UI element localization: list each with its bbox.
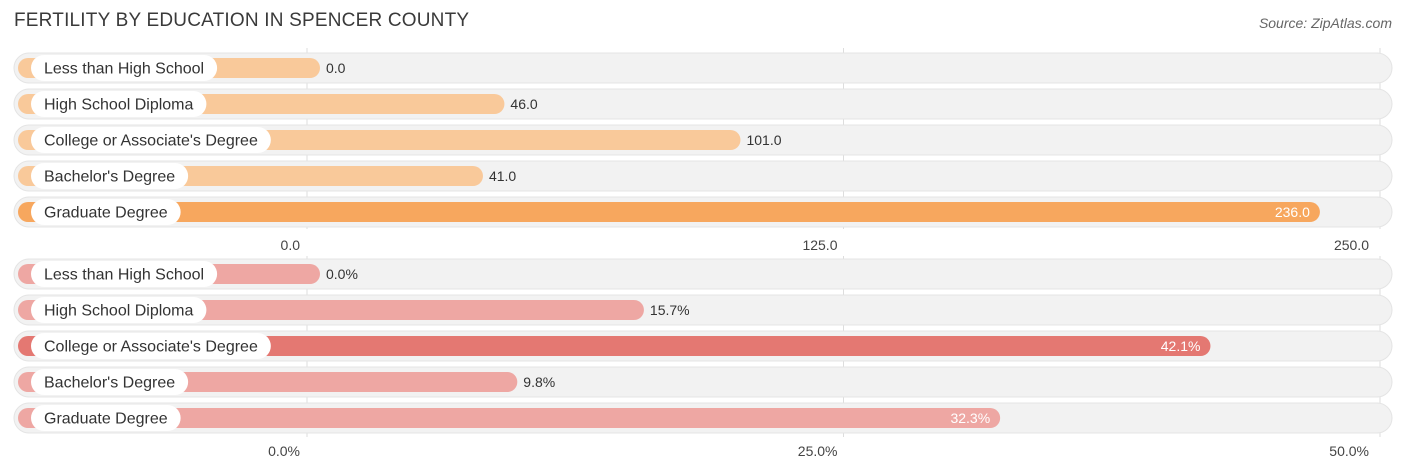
tick-label: 0.0%: [268, 443, 300, 459]
category-pill: [31, 369, 189, 395]
value-label: 101.0: [746, 132, 781, 148]
value-label: 0.0: [326, 60, 346, 76]
category-pill: [31, 405, 181, 431]
chart-title: FERTILITY BY EDUCATION IN SPENCER COUNTY: [14, 10, 470, 31]
category-label: Less than High School: [44, 267, 204, 284]
value-label: 9.8%: [523, 374, 555, 390]
category-pill: [31, 91, 207, 117]
value-label: 32.3%: [950, 410, 990, 426]
tick-label: 25.0%: [798, 443, 838, 459]
category-label: Less than High School: [44, 61, 204, 78]
bar: [18, 336, 1211, 356]
category-label: Bachelor's Degree: [44, 169, 175, 186]
category-pill: [31, 261, 218, 287]
chart-panel-1: Less than High School 0.0 High School Dipl…: [13, 48, 1393, 253]
category-pill: [31, 333, 271, 359]
value-label: 41.0: [489, 168, 516, 184]
category-pill: [31, 163, 189, 189]
value-label: 42.1%: [1161, 338, 1201, 354]
tick-label: 0.0: [281, 237, 301, 253]
category-label: College or Associate's Degree: [44, 339, 258, 356]
value-label: 236.0: [1275, 204, 1310, 220]
category-label: High School Diploma: [44, 97, 194, 114]
category-label: Graduate Degree: [44, 411, 168, 428]
value-label: 0.0%: [326, 266, 358, 282]
tick-label: 250.0: [1334, 237, 1369, 253]
category-pill: [31, 199, 181, 225]
source-attribution: Source: ZipAtlas.com: [1258, 15, 1392, 31]
row-track: [13, 258, 1393, 290]
category-pill: [31, 297, 207, 323]
category-pill: [31, 127, 271, 153]
row-track: [13, 52, 1393, 84]
value-label: 46.0: [510, 96, 537, 112]
category-label: College or Associate's Degree: [44, 133, 258, 150]
category-pill: [31, 55, 218, 81]
bar: [18, 202, 1320, 222]
category-label: Bachelor's Degree: [44, 375, 175, 392]
bar: [18, 408, 1001, 428]
tick-label: 50.0%: [1329, 443, 1369, 459]
category-label: Graduate Degree: [44, 205, 168, 222]
value-label: 15.7%: [650, 302, 690, 318]
chart-panel-2: Less than High School 0.0% High School Dip…: [13, 256, 1393, 459]
tick-label: 125.0: [802, 237, 837, 253]
category-label: High School Diploma: [44, 303, 194, 320]
